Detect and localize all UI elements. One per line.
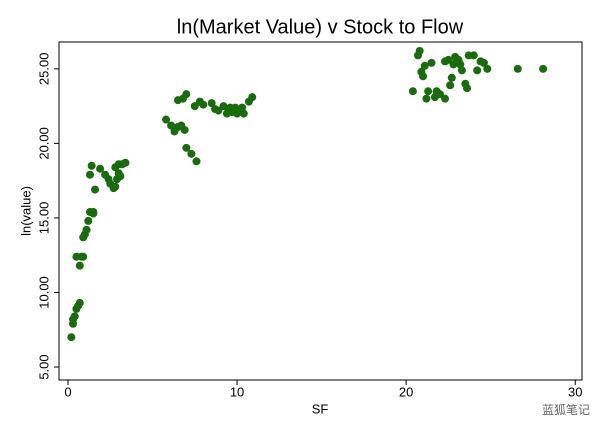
scatter-point <box>91 185 100 194</box>
scatter-point <box>447 73 456 82</box>
scatter-point <box>422 94 431 103</box>
scatter-point <box>199 100 208 109</box>
y-axis-label: ln(value) <box>18 186 33 236</box>
scatter-point <box>84 216 93 225</box>
scatter-point <box>427 58 436 67</box>
scatter-point <box>483 64 492 73</box>
scatter-point <box>469 51 478 60</box>
scatter-point <box>473 66 482 75</box>
scatter-point <box>420 61 429 70</box>
chart-title: ln(Market Value) v Stock to Flow <box>177 16 464 38</box>
y-tick-label: 10.00 <box>36 276 51 309</box>
scatter-point <box>408 87 417 96</box>
y-tick-label: 5.00 <box>36 354 51 379</box>
scatter-point <box>248 93 257 102</box>
plot-frame <box>58 41 583 381</box>
scatter-point <box>424 87 433 96</box>
scatter-point <box>457 66 466 75</box>
scatter-point <box>182 143 191 152</box>
scatter-point <box>441 94 450 103</box>
y-tick-label: 15.00 <box>36 202 51 235</box>
scatter-point <box>182 90 191 99</box>
scatter-point <box>82 225 91 234</box>
scatter-point <box>446 81 455 90</box>
scatter-point <box>187 149 196 158</box>
scatter-point <box>415 46 424 55</box>
scatter-point <box>67 333 76 342</box>
scatter-point <box>513 64 522 73</box>
scatter-point <box>239 109 248 118</box>
scatter-point <box>85 170 94 179</box>
scatter-point <box>116 172 125 181</box>
scatter-point <box>180 125 189 134</box>
scatter-point <box>224 106 233 115</box>
scatter-point <box>162 115 171 124</box>
scatter-point <box>111 182 120 191</box>
scatter-point <box>479 58 488 67</box>
watermark: 蓝狐笔记 <box>542 402 590 417</box>
scatter-point <box>75 261 84 270</box>
scatter-point <box>96 164 105 173</box>
x-axis-label: SF <box>312 401 329 416</box>
x-tick-label: 10 <box>230 384 244 399</box>
y-tick-label: 25.00 <box>36 53 51 86</box>
scatter-point <box>167 121 176 130</box>
scatter-point <box>419 72 428 81</box>
x-tick-label: 0 <box>64 384 71 399</box>
scatter-point <box>539 64 548 73</box>
x-tick-label: 20 <box>399 384 413 399</box>
scatter-point <box>87 161 96 170</box>
y-tick-label: 20.00 <box>36 127 51 160</box>
scatter-point <box>75 298 84 307</box>
scatter-point <box>463 84 472 93</box>
scatter-point <box>207 99 216 108</box>
scatter-point <box>121 158 130 167</box>
scatter-point <box>70 312 79 321</box>
scatter-point <box>89 207 98 216</box>
x-tick-label: 30 <box>568 384 582 399</box>
scatter-point <box>192 157 201 166</box>
scatter-point <box>79 252 88 261</box>
